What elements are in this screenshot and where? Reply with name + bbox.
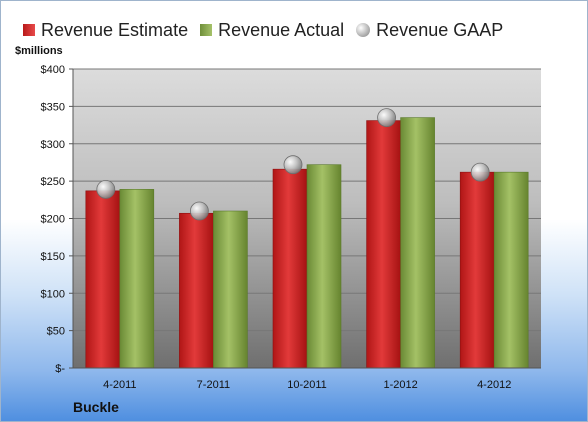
y-tick-label: $50 [47, 326, 65, 338]
x-axis-ticks: 4-2011 7-2011 10-2011 1-2012 4-2012 [73, 367, 541, 391]
legend-label-estimate: Revenue Estimate [41, 19, 189, 40]
legend-swatch-estimate [23, 24, 35, 36]
bar-revenue-actual [493, 171, 529, 369]
bars [85, 117, 529, 369]
bar-revenue-actual [119, 189, 155, 369]
bar-revenue-actual [400, 117, 435, 369]
x-tick-label: 7-2011 [197, 379, 230, 391]
legend-label-actual: Revenue Actual [218, 19, 345, 40]
y-axis-ticks: $- $50 $100 $150 $200 $250 $300 $350 $400 [41, 64, 74, 375]
x-tick-label: 4-2011 [103, 379, 136, 391]
legend-item-estimate: Revenue Estimate [23, 20, 188, 41]
legend-item-gaap: Revenue GAAP [356, 20, 503, 41]
marker-revenue-gaap [96, 179, 116, 199]
legend-label-gaap: Revenue GAAP [376, 19, 504, 40]
marker-revenue-gaap [189, 201, 209, 221]
y-tick-label: $200 [41, 214, 65, 226]
bar-revenue-estimate [366, 120, 401, 369]
marker-revenue-gaap [283, 155, 303, 175]
marker-revenue-gaap [377, 108, 397, 127]
legend-swatch-actual [200, 24, 213, 36]
bar-revenue-estimate [179, 212, 214, 369]
y-tick-label: $100 [41, 288, 65, 300]
bar-revenue-actual [306, 164, 342, 369]
y-tick-label: $150 [41, 251, 65, 263]
bar-revenue-estimate [272, 168, 308, 369]
company-name: Buckle [73, 399, 119, 415]
legend-item-actual: Revenue Actual [200, 20, 344, 41]
marker-revenue-gaap [470, 162, 490, 182]
y-tick-label: $250 [41, 176, 65, 188]
chart-legend: Revenue Estimate Revenue Actual Revenue … [23, 15, 515, 45]
bar-revenue-estimate [85, 190, 121, 369]
y-axis-unit-label: $millions [15, 45, 63, 57]
x-tick-label: 1-2012 [383, 379, 417, 391]
x-tick-label: 4-2012 [477, 379, 511, 391]
gaap-markers [96, 108, 490, 221]
bar-revenue-estimate [459, 171, 495, 369]
y-tick-label: $400 [41, 64, 65, 76]
legend-swatch-gaap [356, 23, 371, 37]
x-tick-label: 10-2011 [287, 379, 327, 391]
bar-revenue-actual [213, 210, 248, 369]
y-tick-label: $- [55, 363, 65, 375]
y-tick-label: $300 [41, 139, 65, 151]
y-tick-label: $350 [41, 101, 65, 113]
